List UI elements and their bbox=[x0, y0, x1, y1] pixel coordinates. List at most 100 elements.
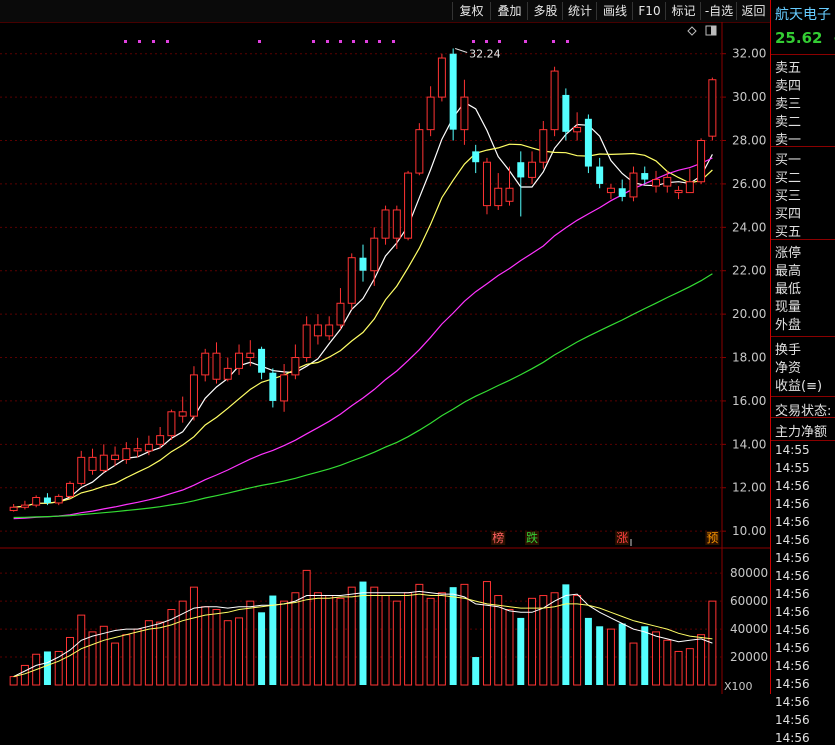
volume-bar[interactable] bbox=[584, 617, 592, 685]
candle[interactable] bbox=[99, 444, 108, 473]
toolbar-button-6[interactable]: 标记 bbox=[665, 2, 701, 20]
volume-bar[interactable] bbox=[280, 600, 289, 686]
candle[interactable] bbox=[528, 151, 537, 184]
candle[interactable] bbox=[708, 77, 717, 141]
candle[interactable] bbox=[392, 205, 401, 250]
candle[interactable] bbox=[550, 66, 559, 137]
event-marker-box[interactable] bbox=[491, 531, 506, 545]
diamond-icon[interactable] bbox=[687, 26, 697, 36]
candle[interactable] bbox=[325, 316, 334, 341]
volume-bar[interactable] bbox=[629, 642, 638, 686]
volume-bar[interactable] bbox=[426, 597, 435, 686]
candle[interactable] bbox=[697, 138, 706, 184]
kline-chart-area[interactable]: 32.00 30.00 28.00 26.00 24.00 22.00 20.00 18.00… bbox=[0, 21, 770, 694]
candle[interactable] bbox=[460, 79, 469, 145]
volume-bar[interactable] bbox=[539, 595, 548, 686]
candle[interactable] bbox=[246, 340, 255, 367]
volume-bar[interactable] bbox=[641, 626, 649, 685]
candle[interactable] bbox=[596, 157, 604, 189]
volume-bar[interactable] bbox=[562, 584, 570, 685]
volume-bar[interactable] bbox=[9, 676, 18, 686]
volume-bar[interactable] bbox=[472, 657, 480, 685]
volume-bar[interactable] bbox=[201, 606, 210, 686]
candle[interactable] bbox=[505, 166, 514, 206]
volume-bar[interactable] bbox=[652, 631, 661, 686]
candle[interactable] bbox=[9, 504, 18, 512]
volume-bar[interactable] bbox=[156, 621, 165, 686]
toolbar-button-5[interactable]: F10 bbox=[632, 2, 666, 20]
toolbar-button-8[interactable]: 返回 bbox=[736, 2, 770, 20]
candle[interactable] bbox=[584, 114, 592, 174]
candle[interactable] bbox=[32, 495, 41, 508]
volume-bar[interactable] bbox=[517, 617, 525, 685]
toolbar-button-7[interactable]: -自选 bbox=[700, 2, 737, 20]
volume-bar[interactable] bbox=[596, 626, 604, 685]
candle[interactable] bbox=[189, 366, 198, 421]
volume-bar[interactable] bbox=[212, 609, 221, 686]
candle[interactable] bbox=[629, 166, 638, 202]
candle[interactable] bbox=[167, 409, 176, 440]
candle[interactable] bbox=[573, 112, 582, 141]
volume-bar[interactable] bbox=[674, 650, 683, 686]
volume-bar[interactable] bbox=[178, 600, 187, 686]
volume-bar[interactable] bbox=[246, 600, 255, 686]
candle[interactable] bbox=[133, 437, 142, 458]
toolbar-button-0[interactable]: 复权 bbox=[452, 2, 490, 20]
volume-bar[interactable] bbox=[325, 595, 334, 686]
volume-bar[interactable] bbox=[291, 592, 300, 686]
volume-bar[interactable] bbox=[189, 586, 198, 686]
candle[interactable] bbox=[88, 448, 97, 475]
candle[interactable] bbox=[223, 357, 232, 382]
volume-bar[interactable] bbox=[133, 628, 142, 686]
candle[interactable] bbox=[606, 183, 615, 200]
candle[interactable] bbox=[359, 244, 367, 282]
candle[interactable] bbox=[336, 288, 345, 330]
candle[interactable] bbox=[280, 364, 289, 412]
candle[interactable] bbox=[370, 227, 379, 286]
candle[interactable] bbox=[65, 481, 74, 499]
candle[interactable] bbox=[494, 173, 503, 210]
volume-bar[interactable] bbox=[415, 583, 424, 686]
candle[interactable] bbox=[562, 88, 570, 141]
toolbar-button-3[interactable]: 统计 bbox=[562, 2, 597, 20]
volume-bar[interactable] bbox=[505, 609, 514, 686]
volume-bar[interactable] bbox=[336, 597, 345, 686]
volume-bar[interactable] bbox=[88, 631, 97, 686]
candle[interactable] bbox=[426, 86, 435, 137]
candle[interactable] bbox=[674, 186, 683, 200]
volume-bar[interactable] bbox=[404, 592, 413, 686]
candle[interactable] bbox=[663, 170, 672, 193]
candle[interactable] bbox=[212, 342, 221, 384]
volume-bar[interactable] bbox=[77, 614, 86, 686]
candle[interactable] bbox=[517, 151, 525, 217]
candle[interactable] bbox=[685, 168, 694, 194]
volume-bar[interactable] bbox=[460, 583, 469, 686]
candle[interactable] bbox=[144, 435, 153, 456]
candle[interactable] bbox=[201, 348, 210, 382]
event-marker-box[interactable] bbox=[705, 531, 720, 545]
stock-name[interactable]: 航天电子 bbox=[775, 7, 831, 23]
volume-bar[interactable] bbox=[54, 650, 63, 686]
candle[interactable] bbox=[269, 368, 277, 408]
volume-bar[interactable] bbox=[550, 592, 559, 686]
volume-bar[interactable] bbox=[111, 642, 120, 686]
volume-bar[interactable] bbox=[99, 625, 108, 686]
volume-bar[interactable] bbox=[437, 592, 446, 686]
candle[interactable] bbox=[235, 344, 244, 375]
volume-bar[interactable] bbox=[258, 612, 266, 685]
volume-bar[interactable] bbox=[573, 595, 582, 686]
candle[interactable] bbox=[347, 253, 356, 310]
candle[interactable] bbox=[539, 120, 548, 169]
volume-bar[interactable] bbox=[302, 569, 311, 686]
toolbar-button-4[interactable]: 画线 bbox=[596, 2, 633, 20]
candle[interactable] bbox=[302, 316, 311, 362]
volume-bar[interactable] bbox=[392, 600, 401, 686]
volume-bar[interactable] bbox=[144, 620, 153, 686]
candle[interactable] bbox=[313, 314, 322, 345]
candle[interactable] bbox=[178, 396, 187, 423]
kline-chart[interactable]: 32.00 30.00 28.00 26.00 24.00 22.00 20.00 18.00… bbox=[0, 21, 770, 694]
volume-bar[interactable] bbox=[347, 586, 356, 686]
volume-bar[interactable] bbox=[697, 634, 706, 686]
candle[interactable] bbox=[415, 123, 424, 176]
candle[interactable] bbox=[54, 494, 63, 506]
